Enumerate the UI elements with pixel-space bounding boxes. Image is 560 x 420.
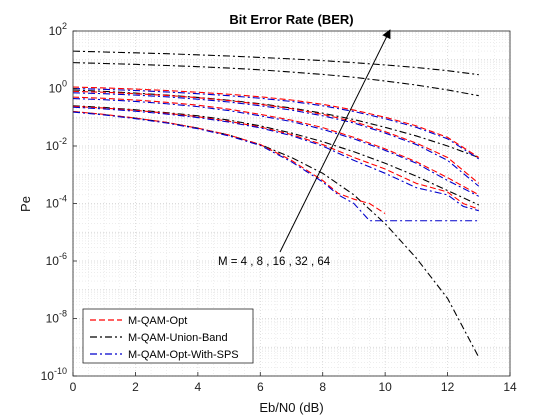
chart-title: Bit Error Rate (BER) — [229, 12, 353, 27]
series-line-m-qam-opt-m16 — [73, 96, 480, 196]
y-tick-label: 10-6 — [46, 251, 67, 268]
annotation-text: M = 4 , 8 , 16 , 32 , 64 — [218, 256, 331, 268]
x-tick-label: 8 — [319, 380, 326, 394]
x-tick-label: 10 — [378, 380, 392, 394]
y-axis-label: Pe — [18, 196, 33, 212]
x-tick-label: 12 — [441, 380, 455, 394]
y-tick-label: 10-10 — [41, 366, 67, 383]
legend: M-QAM-Opt M-QAM-Union-Band M-QAM-Opt-With-… — [82, 308, 254, 364]
series-line-m-qam-union-band-m4 — [73, 110, 480, 358]
x-axis-label: Eb/N0 (dB) — [259, 400, 323, 415]
series-line-m-qam-opt-with-sps-m8 — [73, 106, 479, 212]
series-line-m-qam-opt-m64 — [73, 86, 480, 158]
series-line-m-qam-opt-m8 — [73, 105, 479, 210]
legend-label: M-QAM-Opt-With-SPS — [128, 349, 239, 361]
series-line-m-qam-opt-with-sps-m64 — [73, 87, 480, 160]
legend-label: M-QAM-Opt — [128, 315, 187, 327]
x-tick-label: 2 — [132, 380, 139, 394]
y-tick-label: 10-8 — [46, 309, 67, 326]
x-tick-label: 4 — [195, 380, 202, 394]
x-tick-label: 6 — [257, 380, 264, 394]
series-line-m-qam-union-band-m8 — [73, 105, 480, 206]
y-tick-label: 10-2 — [46, 136, 67, 153]
series-layer — [73, 50, 480, 358]
y-tick-label: 10-4 — [46, 194, 67, 211]
x-tick-label: 14 — [503, 380, 517, 394]
y-tick-label: 100 — [49, 79, 67, 96]
series-line-m-qam-union-band-m16 — [73, 89, 479, 159]
annotation-arrow — [279, 29, 391, 253]
series-line-m-qam-opt-m4 — [73, 110, 386, 215]
x-axis-ticks: 0 2 4 6 8 10 12 14 — [70, 372, 517, 394]
y-tick-label: 102 — [49, 21, 67, 38]
legend-label: M-QAM-Union-Band — [128, 332, 228, 344]
y-axis-ticks: 102 100 10-2 10-4 10-6 10-8 10-10 — [41, 21, 77, 383]
x-tick-label: 0 — [70, 380, 77, 394]
series-line-m-qam-opt-with-sps-m16 — [73, 98, 480, 197]
series-line-m-qam-opt-m32 — [73, 90, 480, 184]
